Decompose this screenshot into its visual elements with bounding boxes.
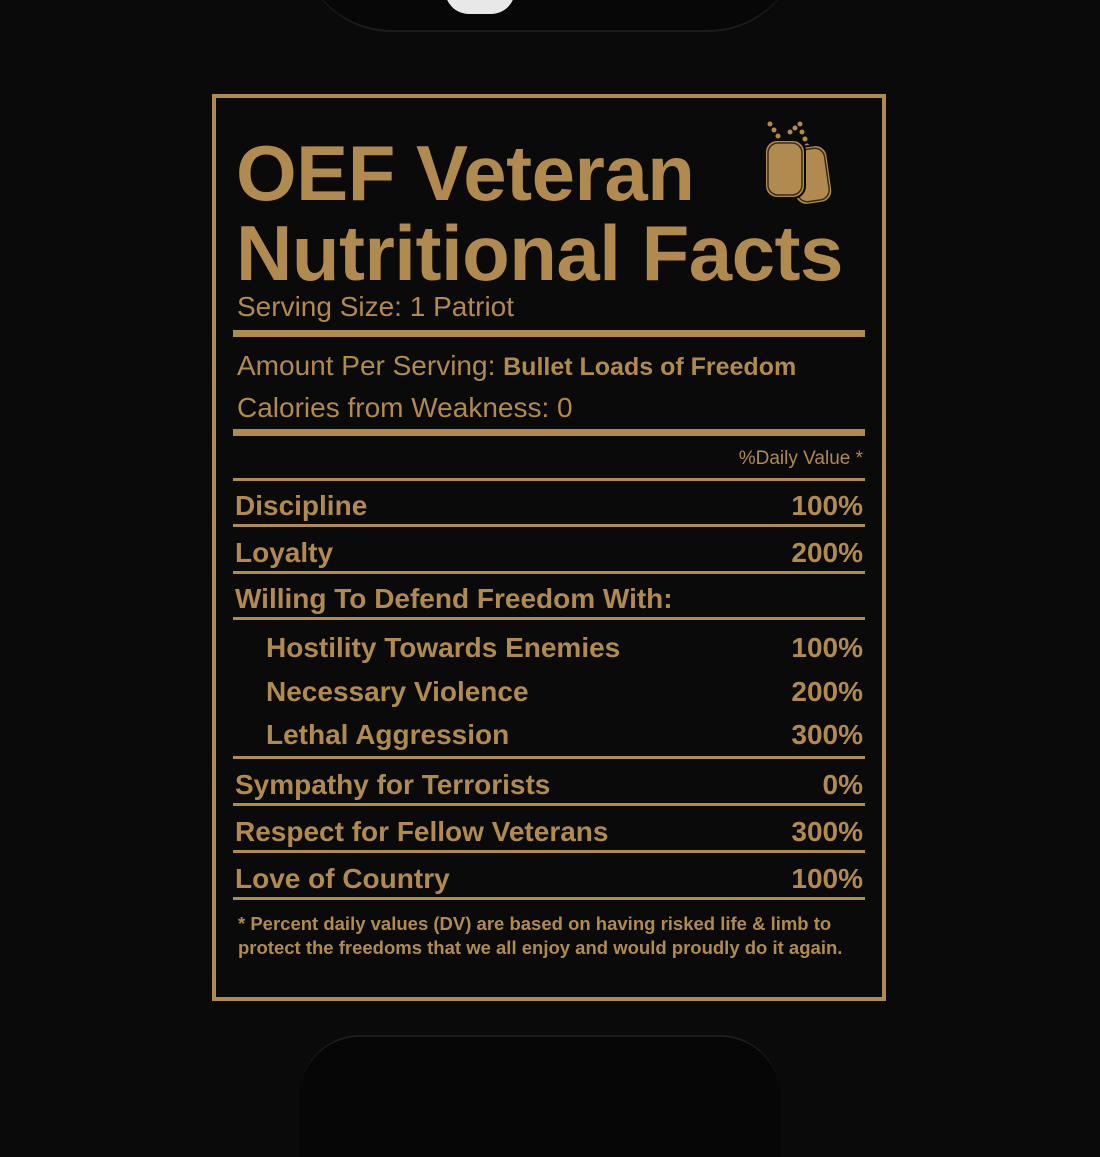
nutrient-value: 100% (791, 632, 863, 663)
nutrient-row: Discipline 100% (235, 490, 863, 521)
hoodie-drawstring (445, 0, 515, 14)
nutrient-label: Necessary Violence (266, 676, 529, 707)
nutrient-label: Willing To Defend Freedom With: (235, 583, 673, 614)
nutrient-value: 300% (791, 816, 863, 847)
nutrient-label: Loyalty (235, 537, 334, 568)
title-line-1: OEF Veteran (236, 129, 695, 217)
nutrient-label: Respect for Fellow Veterans (235, 816, 609, 847)
divider (233, 429, 865, 436)
nutrient-value: 100% (791, 863, 863, 894)
nutrient-label: Hostility Towards Enemies (266, 632, 621, 663)
divider (233, 756, 865, 759)
nutrient-value: 0% (822, 769, 863, 800)
divider (233, 571, 865, 574)
nutrient-row: Love of Country 100% (235, 863, 863, 894)
calories: Calories from Weakness: 0 (237, 392, 573, 423)
nutrient-label: Love of Country (235, 863, 450, 894)
nutrient-label: Lethal Aggression (266, 719, 510, 750)
divider (233, 524, 865, 527)
daily-value-header: %Daily Value * (738, 448, 863, 469)
divider (233, 850, 865, 853)
nutrient-row: Hostility Towards Enemies 100% (235, 632, 863, 663)
nutrient-row: Sympathy for Terrorists 0% (235, 769, 863, 800)
amount-per-serving-value: Bullet Loads of Freedom (503, 353, 797, 381)
nutrient-row: Loyalty 200% (235, 537, 863, 568)
nutrient-row: Necessary Violence 200% (235, 676, 863, 707)
divider (233, 617, 865, 620)
serving-size: Serving Size: 1 Patriot (237, 291, 515, 322)
nutrition-label: OEF Veteran Nutritional Facts Serving Si… (212, 94, 886, 1001)
nutrient-value: 300% (791, 719, 863, 750)
footnote: * Percent daily values (DV) are based on… (238, 913, 843, 958)
title-line-2: Nutritional Facts (236, 209, 843, 297)
nutrient-value: 200% (791, 537, 863, 568)
nutrient-row: Willing To Defend Freedom With: (235, 583, 863, 614)
dog-tags-icon (764, 121, 834, 206)
divider (233, 897, 865, 900)
nutrient-label: Sympathy for Terrorists (235, 769, 551, 800)
nutrient-label: Discipline (235, 490, 368, 521)
amount-per-serving: Amount Per Serving: Bullet Loads of Free… (237, 352, 796, 380)
hoodie-pocket (300, 1035, 780, 1157)
nutrient-value: 200% (791, 676, 863, 707)
hoodie-hood (300, 0, 800, 32)
nutrient-row: Lethal Aggression 300% (235, 719, 863, 750)
amount-per-serving-label: Amount Per Serving: (237, 350, 496, 381)
nutrient-value: 100% (791, 490, 863, 521)
divider (233, 803, 865, 806)
divider (233, 478, 865, 481)
nutrient-row: Respect for Fellow Veterans 300% (235, 816, 863, 847)
divider (233, 330, 865, 337)
